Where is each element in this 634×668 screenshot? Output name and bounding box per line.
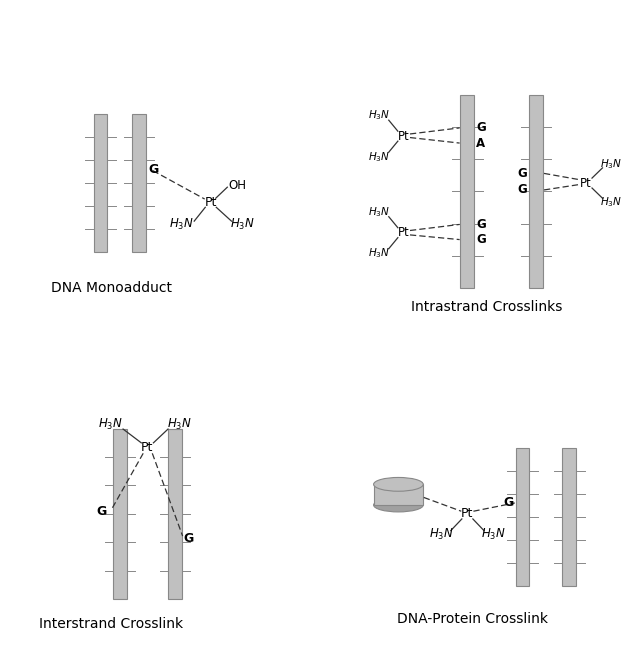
Text: Pt: Pt	[461, 508, 474, 520]
Text: $H_3N$: $H_3N$	[429, 527, 453, 542]
Text: G: G	[476, 218, 486, 231]
Text: $H_3N$: $H_3N$	[600, 196, 622, 209]
Text: DNA Monoadduct: DNA Monoadduct	[51, 281, 172, 295]
Ellipse shape	[373, 478, 424, 491]
Text: $H_3N$: $H_3N$	[230, 217, 255, 232]
Text: $H_3N$: $H_3N$	[98, 417, 122, 432]
Text: A: A	[476, 136, 485, 150]
Text: Intrastrand Crosslinks: Intrastrand Crosslinks	[411, 300, 562, 314]
Text: $H_3N$: $H_3N$	[368, 150, 390, 164]
Bar	[562, 448, 576, 586]
Text: $H_3N$: $H_3N$	[368, 109, 390, 122]
Bar	[132, 114, 146, 252]
Text: Pt: Pt	[398, 130, 410, 143]
Text: Pt: Pt	[580, 176, 592, 190]
Text: Pt: Pt	[205, 196, 217, 209]
Text: $H_3N$: $H_3N$	[600, 157, 622, 170]
Text: G: G	[517, 184, 527, 196]
Bar	[168, 428, 182, 599]
Bar	[529, 95, 543, 288]
Text: Interstrand Crosslink: Interstrand Crosslink	[39, 617, 184, 631]
Bar	[515, 448, 529, 586]
Text: G: G	[476, 233, 486, 246]
Text: DNA-Protein Crosslink: DNA-Protein Crosslink	[398, 612, 548, 626]
Text: G: G	[517, 167, 527, 180]
Text: G: G	[184, 532, 194, 545]
Text: G: G	[503, 496, 514, 510]
Text: G: G	[96, 505, 107, 518]
Text: Pt: Pt	[141, 442, 153, 454]
Text: $H_3N$: $H_3N$	[368, 246, 390, 261]
Bar	[113, 428, 127, 599]
Bar	[94, 114, 107, 252]
Text: G: G	[149, 163, 159, 176]
Ellipse shape	[373, 498, 424, 512]
Text: $H_3N$: $H_3N$	[481, 527, 506, 542]
Text: Pt: Pt	[398, 226, 410, 239]
Bar	[460, 95, 474, 288]
Text: OH: OH	[229, 179, 247, 192]
Text: $H_3N$: $H_3N$	[169, 217, 194, 232]
Text: G: G	[476, 122, 486, 134]
Text: $H_3N$: $H_3N$	[167, 417, 191, 432]
Text: $H_3N$: $H_3N$	[368, 205, 390, 219]
Bar	[373, 484, 424, 505]
